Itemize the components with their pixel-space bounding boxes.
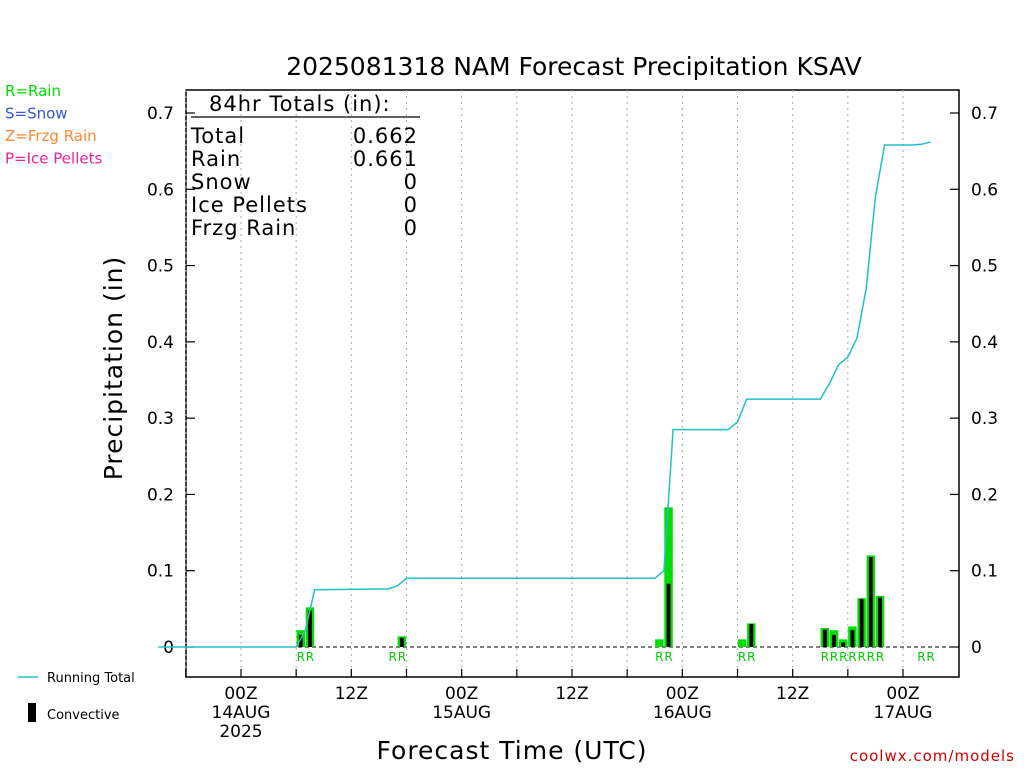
- x-tick-label: 12Z: [776, 684, 809, 704]
- x-tick-label: 00Z: [666, 684, 699, 704]
- totals-row-label: Total: [190, 124, 245, 148]
- y-tick-label: 0.5: [971, 257, 998, 277]
- totals-row-value: 0.662: [353, 124, 418, 148]
- y-tick-label: 0.4: [147, 333, 174, 353]
- convective-legend-label: Convective: [47, 708, 120, 723]
- y-tick-label: 0.1: [147, 562, 174, 582]
- convective-bar: [832, 634, 836, 647]
- precip-type-label: R: [876, 650, 884, 664]
- convective-bar: [399, 637, 404, 647]
- x-tick-label: 14AUG: [212, 703, 271, 723]
- totals-row-value: 0: [404, 170, 418, 194]
- y-axis-right: 0 0.1 0.2 0.3 0.4 0.5 0.6 0.7: [950, 104, 998, 658]
- convective-bar: [822, 629, 827, 647]
- totals-row-label: Frzg Rain: [191, 216, 296, 240]
- y-tick-label: 0.4: [971, 333, 998, 353]
- precip-type-legend: R=Rain S=Snow Z=Frzg Rain P=Ice Pellets: [5, 82, 102, 168]
- precip-type-legend-item: P=Ice Pellets: [5, 150, 102, 168]
- x-tick-label: 12Z: [555, 684, 588, 704]
- totals-row-value: 0.661: [353, 147, 418, 171]
- x-axis-label: Forecast Time (UTC): [377, 736, 648, 765]
- running-total-line: [158, 141, 931, 648]
- y-tick-label: 0.2: [147, 485, 174, 505]
- precip-type-label: R: [664, 650, 672, 664]
- x-tick-label: 00Z: [224, 684, 257, 704]
- y-tick-label: 0.7: [147, 104, 174, 124]
- y-tick-label: 0.6: [971, 180, 998, 200]
- convective-bar: [878, 597, 882, 647]
- precip-type-label: R: [821, 650, 829, 664]
- precip-type-legend-item: S=Snow: [5, 105, 68, 123]
- precip-bar: [737, 639, 747, 647]
- credit-text: coolwx.com/models: [850, 747, 1015, 765]
- precip-bar: [655, 639, 664, 647]
- precip-type-label: R: [926, 650, 934, 664]
- convective-bar: [841, 642, 846, 647]
- precip-type-label: R: [867, 650, 875, 664]
- x-tick-label: 15AUG: [432, 703, 491, 723]
- running-total-legend-label: Running Total: [47, 671, 135, 686]
- precip-type-legend-item: Z=Frzg Rain: [5, 127, 97, 145]
- convective-legend-swatch: [28, 703, 36, 722]
- precip-type-label: R: [747, 650, 755, 664]
- x-tick-label: 00Z: [886, 684, 919, 704]
- grid-lines: [185, 90, 904, 677]
- x-tick-label: 17AUG: [874, 703, 933, 723]
- precip-type-label: R: [839, 650, 847, 664]
- y-tick-label: 0.6: [147, 180, 174, 200]
- y-tick-label: 0.3: [147, 409, 174, 429]
- convective-bar: [749, 624, 754, 647]
- chart-title: 2025081318 NAM Forecast Precipitation KS…: [286, 52, 862, 81]
- convective-bar: [666, 583, 671, 647]
- precip-type-label: R: [917, 650, 925, 664]
- precip-type-label: R: [389, 650, 397, 664]
- precip-type-legend-item: R=Rain: [5, 82, 61, 100]
- convective-bar: [868, 556, 873, 647]
- totals-box: 84hr Totals (in): Total 0.662 Rain 0.661 Sno…: [190, 92, 420, 240]
- series-legend: Running Total Convective: [18, 671, 135, 723]
- totals-row-value: 0: [404, 193, 418, 217]
- convective-bar: [298, 634, 303, 647]
- convective-bar: [859, 598, 864, 647]
- y-axis-left: 0 0.1 0.2 0.3 0.4 0.5 0.6 0.7: [147, 104, 195, 658]
- x-tick-label: 2025: [219, 722, 262, 742]
- precip-type-label: R: [738, 650, 746, 664]
- precip-type-label: R: [398, 650, 406, 664]
- totals-row-label: Snow: [191, 170, 252, 194]
- x-tick-label: 00Z: [445, 684, 478, 704]
- precip-type-label: R: [848, 650, 856, 664]
- y-tick-label: 0.5: [147, 257, 174, 277]
- precip-bars: [296, 507, 885, 647]
- totals-row-value: 0: [404, 216, 418, 240]
- y-tick-label: 0: [163, 638, 174, 658]
- running-total-series: [158, 141, 931, 648]
- y-tick-label: 0.1: [971, 562, 998, 582]
- precip-bar: [664, 507, 673, 647]
- precip-type-label: R: [830, 650, 838, 664]
- y-tick-label: 0.3: [971, 409, 998, 429]
- totals-header: 84hr Totals (in):: [209, 92, 391, 116]
- precip-type-label: R: [655, 650, 663, 664]
- convective-bar: [308, 610, 312, 647]
- x-tick-label: 16AUG: [653, 703, 712, 723]
- y-tick-label: 0.7: [971, 104, 998, 124]
- y-axis-label: Precipitation (in): [99, 256, 128, 481]
- precip-type-label: R: [297, 650, 305, 664]
- precip-type-label: R: [306, 650, 314, 664]
- precip-type-label: R: [857, 650, 865, 664]
- convective-bar: [850, 630, 855, 647]
- totals-row-label: Rain: [191, 147, 241, 171]
- totals-row-label: Ice Pellets: [191, 193, 308, 217]
- y-tick-label: 0: [971, 638, 982, 658]
- y-tick-label: 0.2: [971, 485, 998, 505]
- x-tick-label: 12Z: [335, 684, 368, 704]
